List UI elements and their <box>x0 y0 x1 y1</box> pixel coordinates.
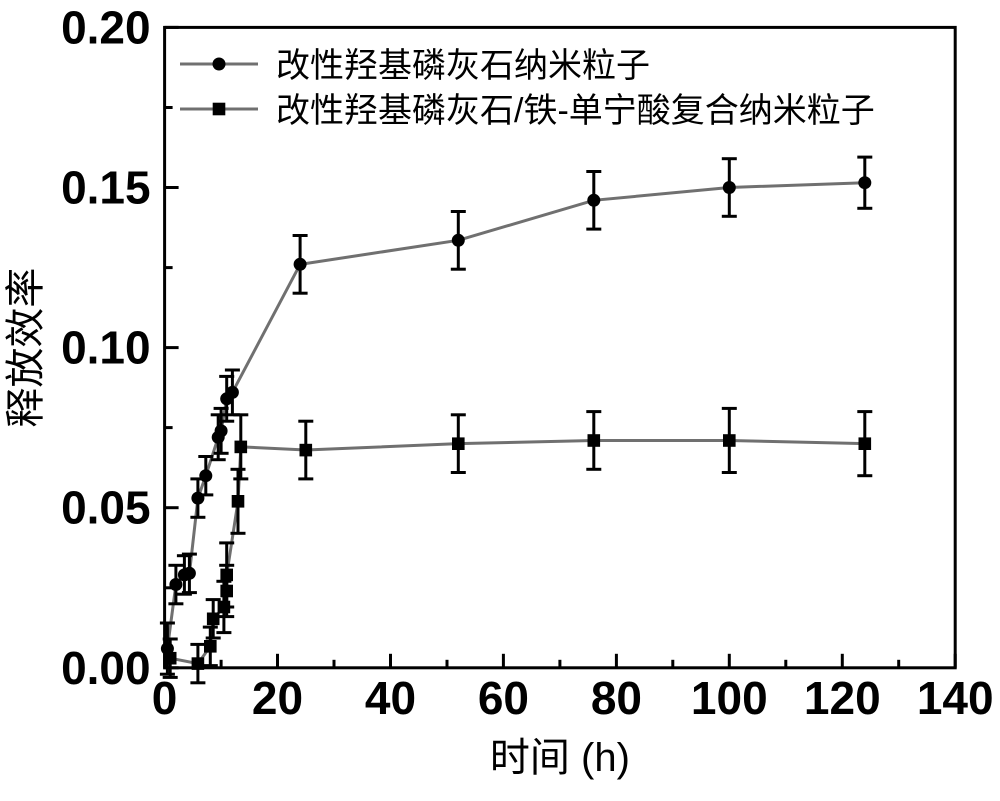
svg-text:0.05: 0.05 <box>61 482 151 534</box>
svg-text:0: 0 <box>152 672 178 724</box>
svg-text:20: 20 <box>252 672 303 724</box>
svg-text:0.10: 0.10 <box>61 322 151 374</box>
svg-text:0.15: 0.15 <box>61 162 151 214</box>
svg-text:改性羟基磷灰石/铁-单宁酸复合纳米粒子: 改性羟基磷灰石/铁-单宁酸复合纳米粒子 <box>276 92 875 130</box>
svg-text:改性羟基磷灰石纳米粒子: 改性羟基磷灰石纳米粒子 <box>276 47 650 85</box>
svg-text:140: 140 <box>917 672 994 724</box>
svg-text:60: 60 <box>478 672 529 724</box>
svg-text:时间 (h): 时间 (h) <box>490 736 630 780</box>
svg-text:40: 40 <box>365 672 416 724</box>
svg-text:0.20: 0.20 <box>61 1 151 53</box>
svg-text:120: 120 <box>804 672 881 724</box>
svg-text:0.00: 0.00 <box>61 642 151 694</box>
svg-text:释放效率: 释放效率 <box>4 268 48 428</box>
svg-text:80: 80 <box>591 672 642 724</box>
svg-text:100: 100 <box>691 672 768 724</box>
